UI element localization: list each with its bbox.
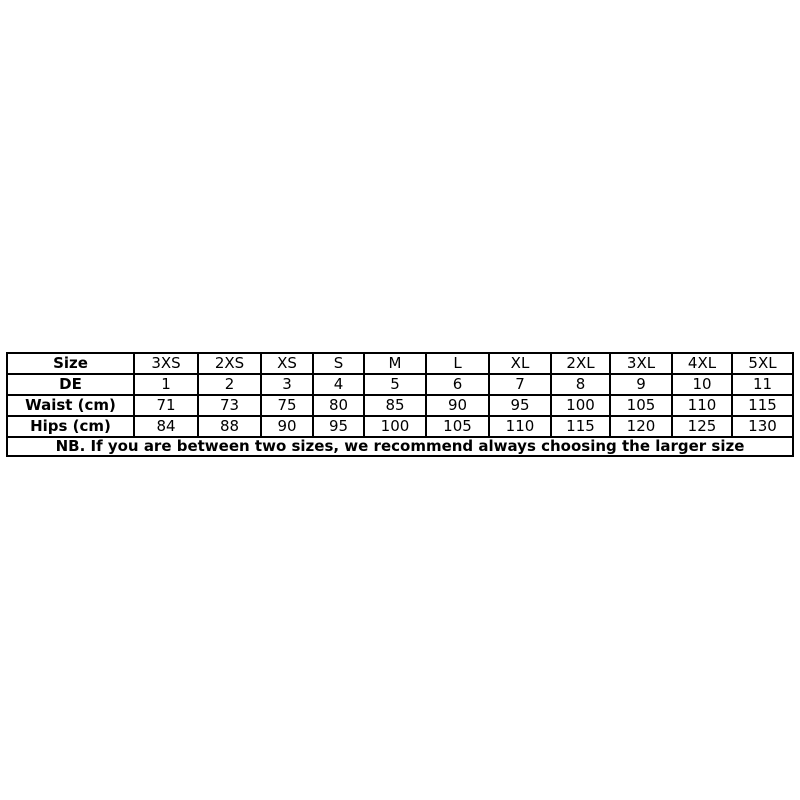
hips-value: 120 — [609, 415, 673, 438]
header-row: Size 3XS 2XS XS S M L XL 2XL 3XL 4XL 5XL — [6, 352, 794, 375]
de-value: 2 — [197, 373, 262, 396]
header-col-m: M — [363, 352, 427, 375]
table-row-waist: Waist (cm) 71 73 75 80 85 90 95 100 105 … — [6, 394, 794, 417]
row-label-de: DE — [6, 373, 135, 396]
header-col-3xl: 3XL — [609, 352, 673, 375]
waist-value: 85 — [363, 394, 427, 417]
header-col-5xl: 5XL — [731, 352, 794, 375]
de-value: 11 — [731, 373, 794, 396]
header-col-xl: XL — [488, 352, 552, 375]
waist-value: 115 — [731, 394, 794, 417]
hips-value: 105 — [425, 415, 490, 438]
sizing-note: NB. If you are between two sizes, we rec… — [6, 436, 794, 457]
header-col-xs: XS — [260, 352, 314, 375]
header-col-s: S — [312, 352, 365, 375]
row-label-hips: Hips (cm) — [6, 415, 135, 438]
de-value: 5 — [363, 373, 427, 396]
waist-value: 100 — [550, 394, 611, 417]
hips-value: 130 — [731, 415, 794, 438]
waist-value: 73 — [197, 394, 262, 417]
de-value: 1 — [133, 373, 199, 396]
header-col-l: L — [425, 352, 490, 375]
waist-value: 75 — [260, 394, 314, 417]
de-value: 8 — [550, 373, 611, 396]
de-value: 10 — [671, 373, 733, 396]
de-value: 3 — [260, 373, 314, 396]
de-value: 6 — [425, 373, 490, 396]
header-col-3xs: 3XS — [133, 352, 199, 375]
waist-value: 90 — [425, 394, 490, 417]
waist-value: 105 — [609, 394, 673, 417]
size-chart-table: Size 3XS 2XS XS S M L XL 2XL 3XL 4XL 5XL… — [6, 352, 794, 457]
hips-value: 95 — [312, 415, 365, 438]
header-size-label: Size — [6, 352, 135, 375]
de-value: 4 — [312, 373, 365, 396]
table-row-de: DE 1 2 3 4 5 6 7 8 9 10 11 — [6, 373, 794, 396]
note-row: NB. If you are between two sizes, we rec… — [6, 436, 794, 457]
waist-value: 80 — [312, 394, 365, 417]
hips-value: 110 — [488, 415, 552, 438]
hips-value: 115 — [550, 415, 611, 438]
hips-value: 88 — [197, 415, 262, 438]
row-label-waist: Waist (cm) — [6, 394, 135, 417]
header-col-2xs: 2XS — [197, 352, 262, 375]
table-row-hips: Hips (cm) 84 88 90 95 100 105 110 115 12… — [6, 415, 794, 438]
header-col-4xl: 4XL — [671, 352, 733, 375]
waist-value: 71 — [133, 394, 199, 417]
waist-value: 110 — [671, 394, 733, 417]
hips-value: 125 — [671, 415, 733, 438]
de-value: 7 — [488, 373, 552, 396]
header-col-2xl: 2XL — [550, 352, 611, 375]
hips-value: 100 — [363, 415, 427, 438]
hips-value: 90 — [260, 415, 314, 438]
waist-value: 95 — [488, 394, 552, 417]
de-value: 9 — [609, 373, 673, 396]
hips-value: 84 — [133, 415, 199, 438]
